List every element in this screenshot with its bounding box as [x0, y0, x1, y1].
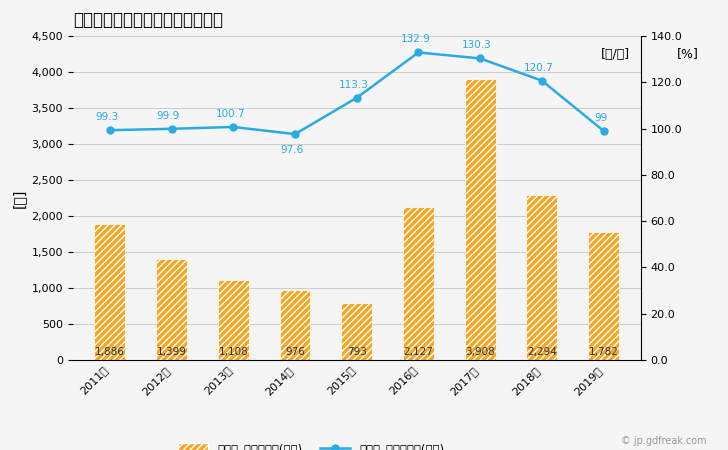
Text: 1,886: 1,886: [95, 347, 124, 357]
Bar: [280, 290, 310, 360]
Bar: [588, 232, 619, 360]
Bar: [464, 79, 496, 360]
Bar: [403, 207, 434, 360]
Text: 99.9: 99.9: [157, 111, 180, 121]
Text: 2,294: 2,294: [527, 347, 557, 357]
Text: [%]: [%]: [677, 48, 699, 60]
Text: 976: 976: [285, 347, 305, 357]
Text: 2,127: 2,127: [403, 347, 433, 357]
Text: 3,908: 3,908: [465, 347, 495, 357]
Text: 120.7: 120.7: [524, 63, 554, 72]
Y-axis label: [㎡]: [㎡]: [12, 188, 26, 208]
Bar: [218, 280, 249, 360]
Text: © jp.gdfreak.com: © jp.gdfreak.com: [620, 436, 706, 446]
Text: 793: 793: [347, 347, 367, 357]
Bar: [156, 259, 187, 360]
Text: 99: 99: [594, 113, 607, 123]
Text: [㎡/棟]: [㎡/棟]: [601, 48, 630, 60]
Text: 97.6: 97.6: [280, 144, 304, 154]
Bar: [526, 195, 558, 360]
Text: 1,782: 1,782: [589, 347, 619, 357]
Text: 113.3: 113.3: [339, 80, 368, 90]
Text: 住宅用建築物の床面積合計の推移: 住宅用建築物の床面積合計の推移: [73, 11, 223, 29]
Text: 1,108: 1,108: [218, 347, 248, 357]
Text: 100.7: 100.7: [215, 109, 245, 119]
Text: 132.9: 132.9: [400, 34, 430, 45]
Text: 1,399: 1,399: [157, 347, 186, 357]
Legend: 住宅用_床面積合計(左軸), 住宅用_平均床面積(右軸): 住宅用_床面積合計(左軸), 住宅用_平均床面積(右軸): [174, 439, 449, 450]
Bar: [95, 224, 125, 360]
Text: 130.3: 130.3: [462, 40, 492, 50]
Bar: [341, 303, 372, 360]
Text: 99.3: 99.3: [95, 112, 119, 122]
